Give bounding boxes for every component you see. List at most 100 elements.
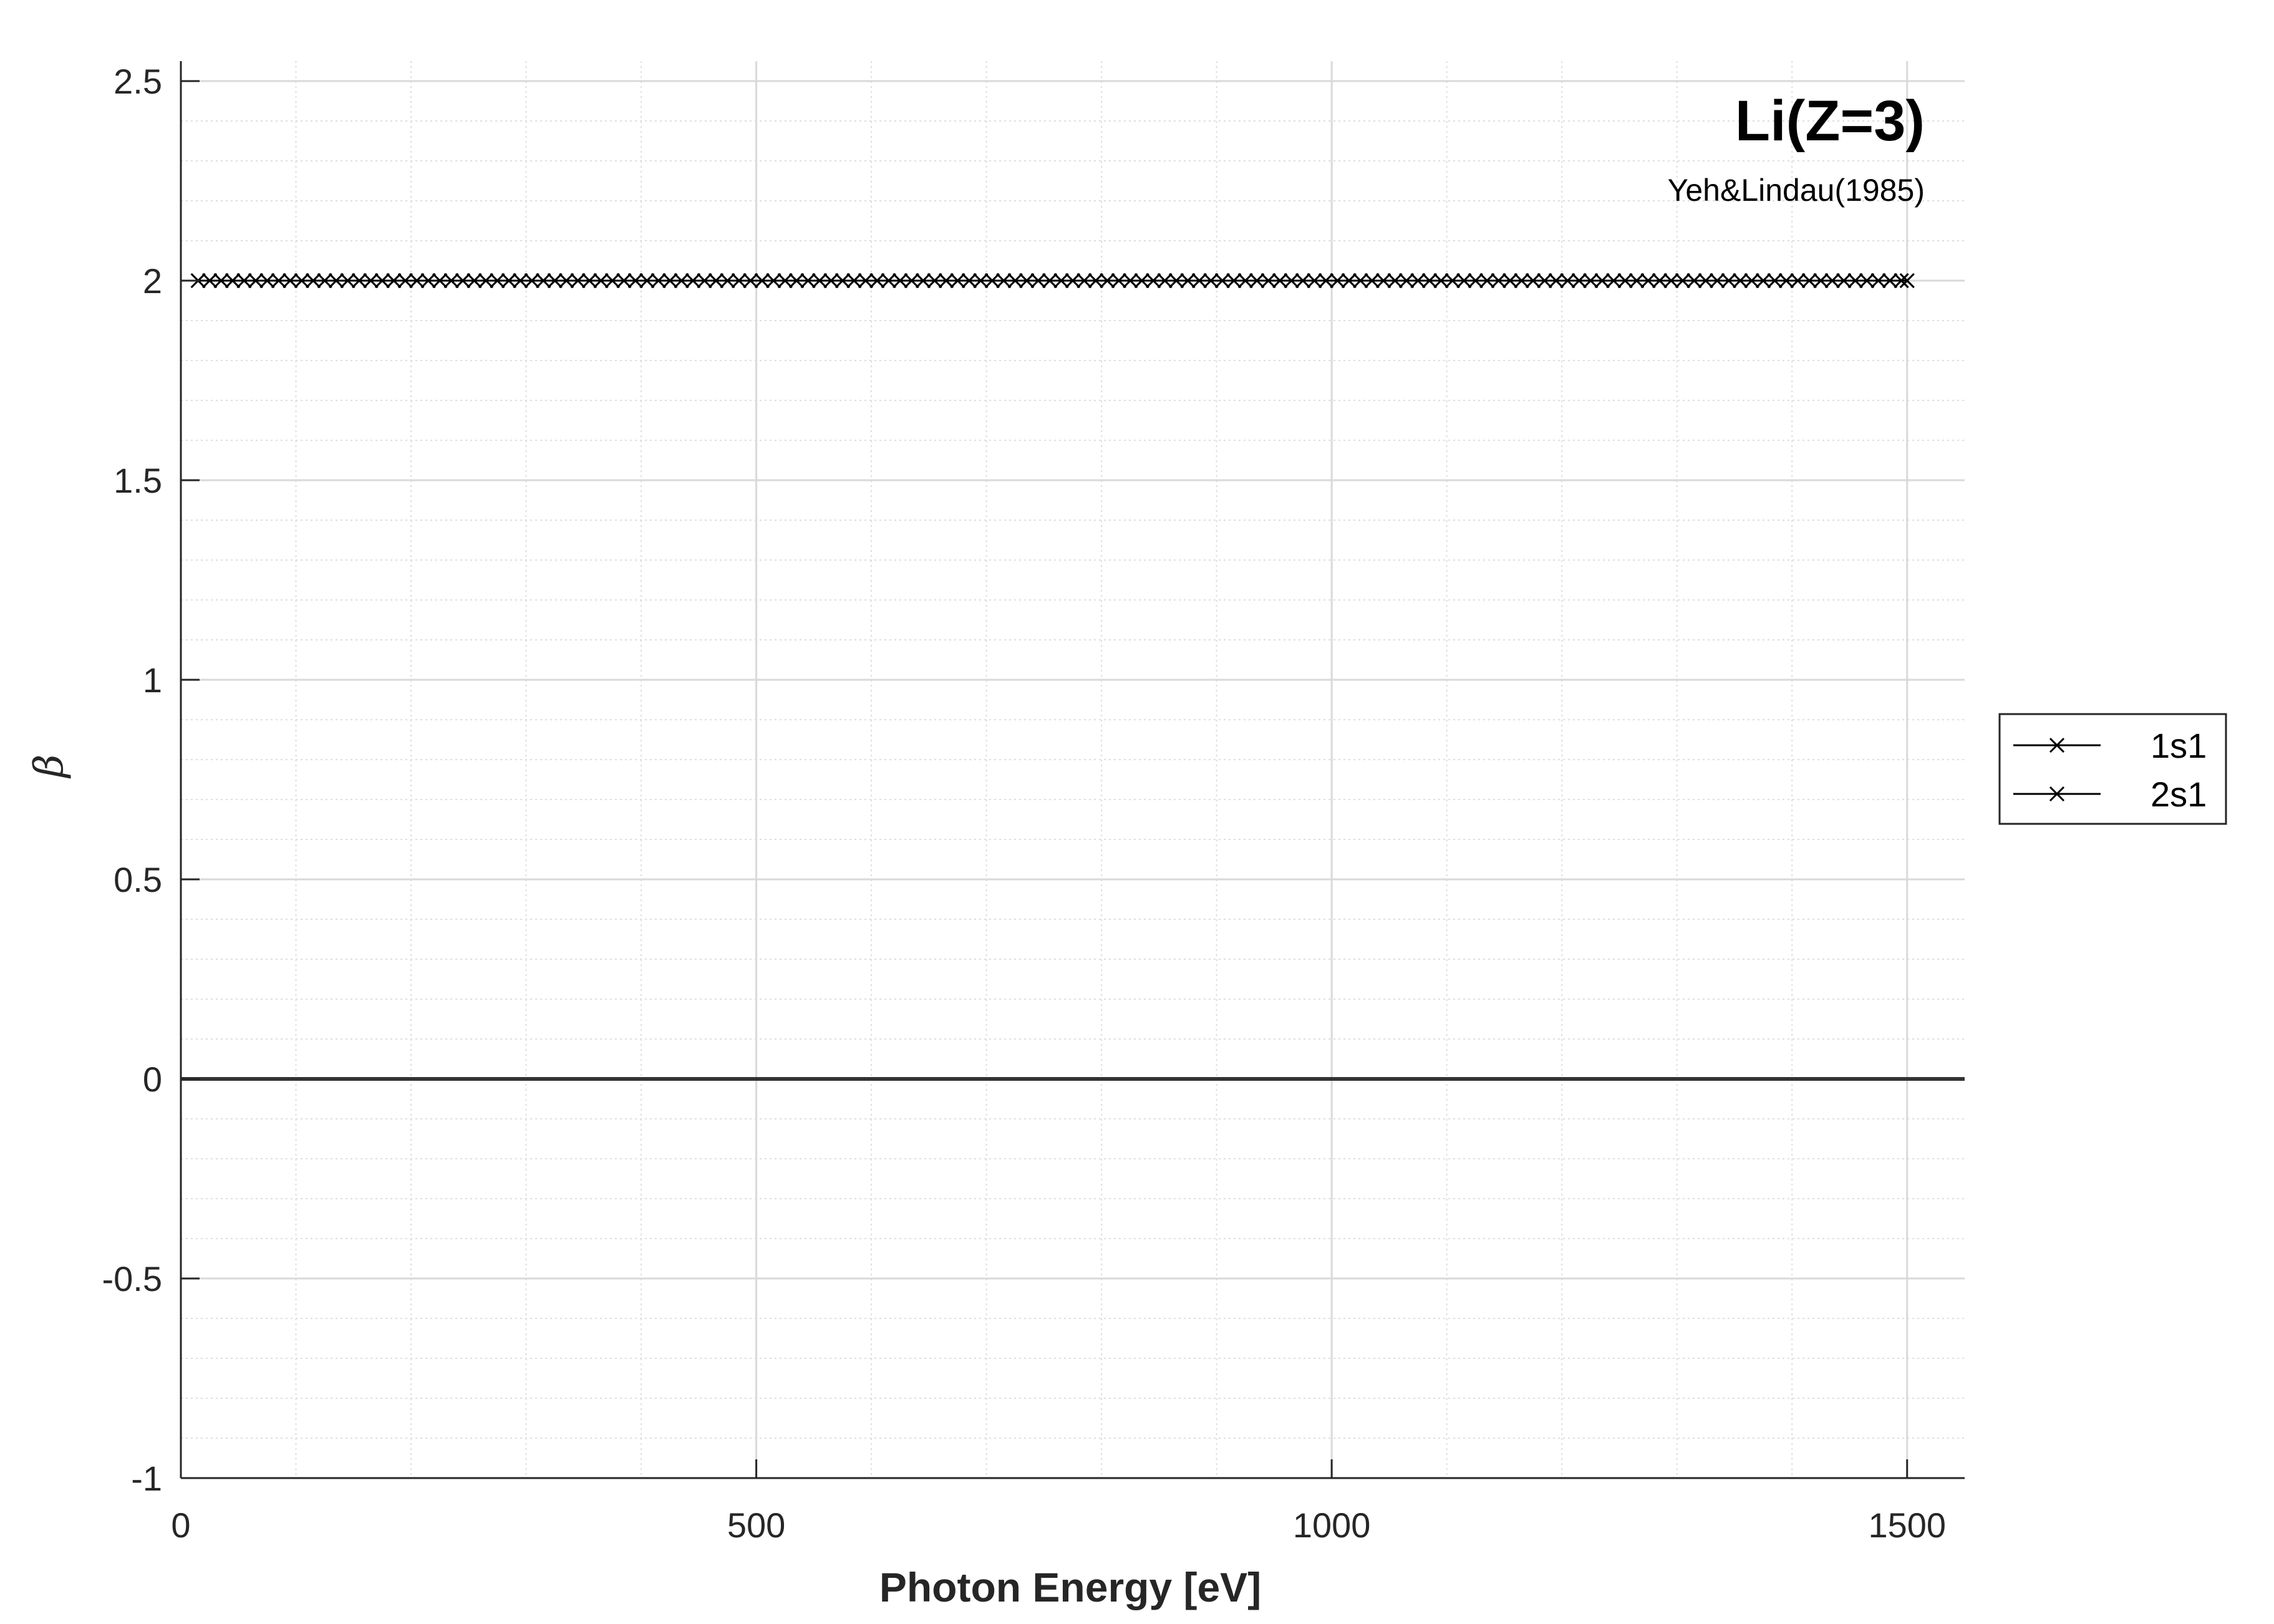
data-point [1537,273,1552,289]
data-point [1663,273,1679,289]
legend-label: 1s1 [2151,726,2207,765]
data-point [800,273,816,289]
data-point [1053,273,1069,289]
data-point [1629,273,1645,289]
data-point [513,273,528,289]
data-point [455,273,471,289]
data-point [294,273,309,289]
data-point [1479,273,1495,289]
data-point [1399,273,1415,289]
data-point [1284,273,1299,289]
data-point [1134,273,1149,289]
data-point [973,273,989,289]
data-point [1387,273,1403,289]
x-tick-label: 1000 [1293,1506,1371,1545]
x-tick-label: 0 [171,1506,190,1545]
data-point [283,273,298,289]
data-point [1146,273,1161,289]
legend-label: 2s1 [2151,775,2207,814]
data-point [754,273,770,289]
data-point [1721,273,1736,289]
data-point [1077,273,1092,289]
data-point [1030,273,1046,289]
legend-marker [2049,737,2065,753]
x-tick-label: 1500 [1868,1506,1946,1545]
data-point [1560,273,1575,289]
data-point [858,273,873,289]
y-tick-label: 1 [143,660,162,700]
data-point [1767,273,1783,289]
data-point [846,273,862,289]
data-point [443,273,459,289]
data-point [1410,273,1426,289]
data-point [1042,273,1058,289]
data-point [1456,273,1472,289]
data-point [593,273,609,289]
data-point [916,273,931,289]
data-point [1421,273,1438,289]
data-point [893,273,908,289]
data-point [1882,273,1898,289]
data-point [1686,273,1702,289]
data-point [1007,273,1023,289]
data-point [213,273,229,289]
data-point [536,273,551,289]
data-point [1444,273,1460,289]
data-point [1733,273,1748,289]
data-point [685,273,701,289]
y-tick-label: -1 [131,1459,162,1498]
data-point [1710,273,1725,289]
data-point [1088,273,1103,289]
grid-minor [181,61,1965,1478]
data-point [639,273,655,289]
data-point [351,273,367,289]
data-point [1617,273,1633,289]
data-point [708,273,724,289]
data-point [651,273,666,289]
data-point [1640,273,1656,289]
data-point [1157,273,1173,289]
data-point [397,273,413,289]
data-point [1870,273,1886,289]
data-point [202,273,218,289]
data-point [1307,273,1322,289]
data-point [363,273,379,289]
data-point [259,273,275,289]
data-point [674,273,689,289]
data-point [1318,273,1334,289]
data-point [1100,273,1115,289]
data-point [1502,273,1518,289]
data-point [1675,273,1691,289]
legend-marker [2049,786,2065,802]
legend-box [1998,713,2227,825]
data-point [720,273,735,289]
data-point [1744,273,1759,289]
series-layer [190,273,1915,289]
data-point [662,273,678,289]
data-point [823,273,839,289]
data-point [1226,273,1242,289]
data-point [1433,273,1449,289]
chart-subtitle: Yeh&Lindau(1985) [1668,173,1925,208]
data-point [697,273,712,289]
y-axis-title: β [26,755,72,779]
data-point [236,273,252,289]
data-point [1111,273,1126,289]
data-point [1652,273,1668,289]
x-tick-label: 500 [727,1506,785,1545]
series-2s1 [190,273,1915,289]
data-point [501,273,516,289]
data-point [1295,273,1311,289]
data-point [927,273,942,289]
data-point [904,273,919,289]
data-point [1847,273,1863,289]
data-point [604,273,620,289]
data-point [478,273,494,289]
y-tick-label: 0.5 [114,860,162,899]
data-point [490,273,505,289]
data-point [835,273,851,289]
data-point [317,273,332,289]
